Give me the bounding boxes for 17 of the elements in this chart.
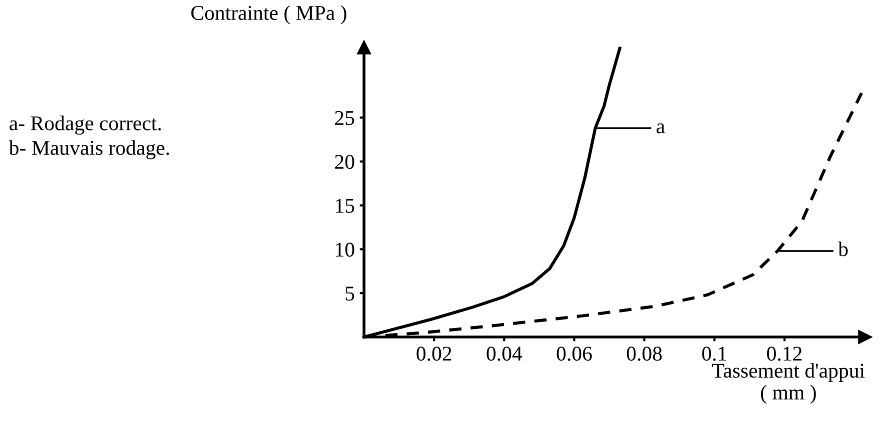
x-tick-label: 0.12 <box>767 346 802 361</box>
y-tick-label: 10 <box>336 242 354 257</box>
y-tick-label: 25 <box>335 111 354 126</box>
x-axis-title: Tassement d'appui ( mm ) <box>712 363 865 404</box>
y-tick-label: 20 <box>335 154 354 169</box>
x-tick-label: 0.06 <box>556 346 592 361</box>
annotation: b <box>838 242 848 256</box>
y-tick-label: 15 <box>336 198 354 213</box>
annotation: a <box>656 123 665 134</box>
text: a- Rodage correct. <box>10 116 161 135</box>
x-tick-label: 0.04 <box>486 346 522 361</box>
y-tick-label: 5 <box>346 286 354 301</box>
x-tick-label: 0.08 <box>626 346 662 361</box>
text: b- Mauvais rodage. <box>8 140 169 160</box>
x-tick-label: 0.02 <box>416 346 452 361</box>
y-axis-title: Contrainte ( MPa ) <box>191 5 346 24</box>
x-tick-label: 0.1 <box>702 346 726 361</box>
